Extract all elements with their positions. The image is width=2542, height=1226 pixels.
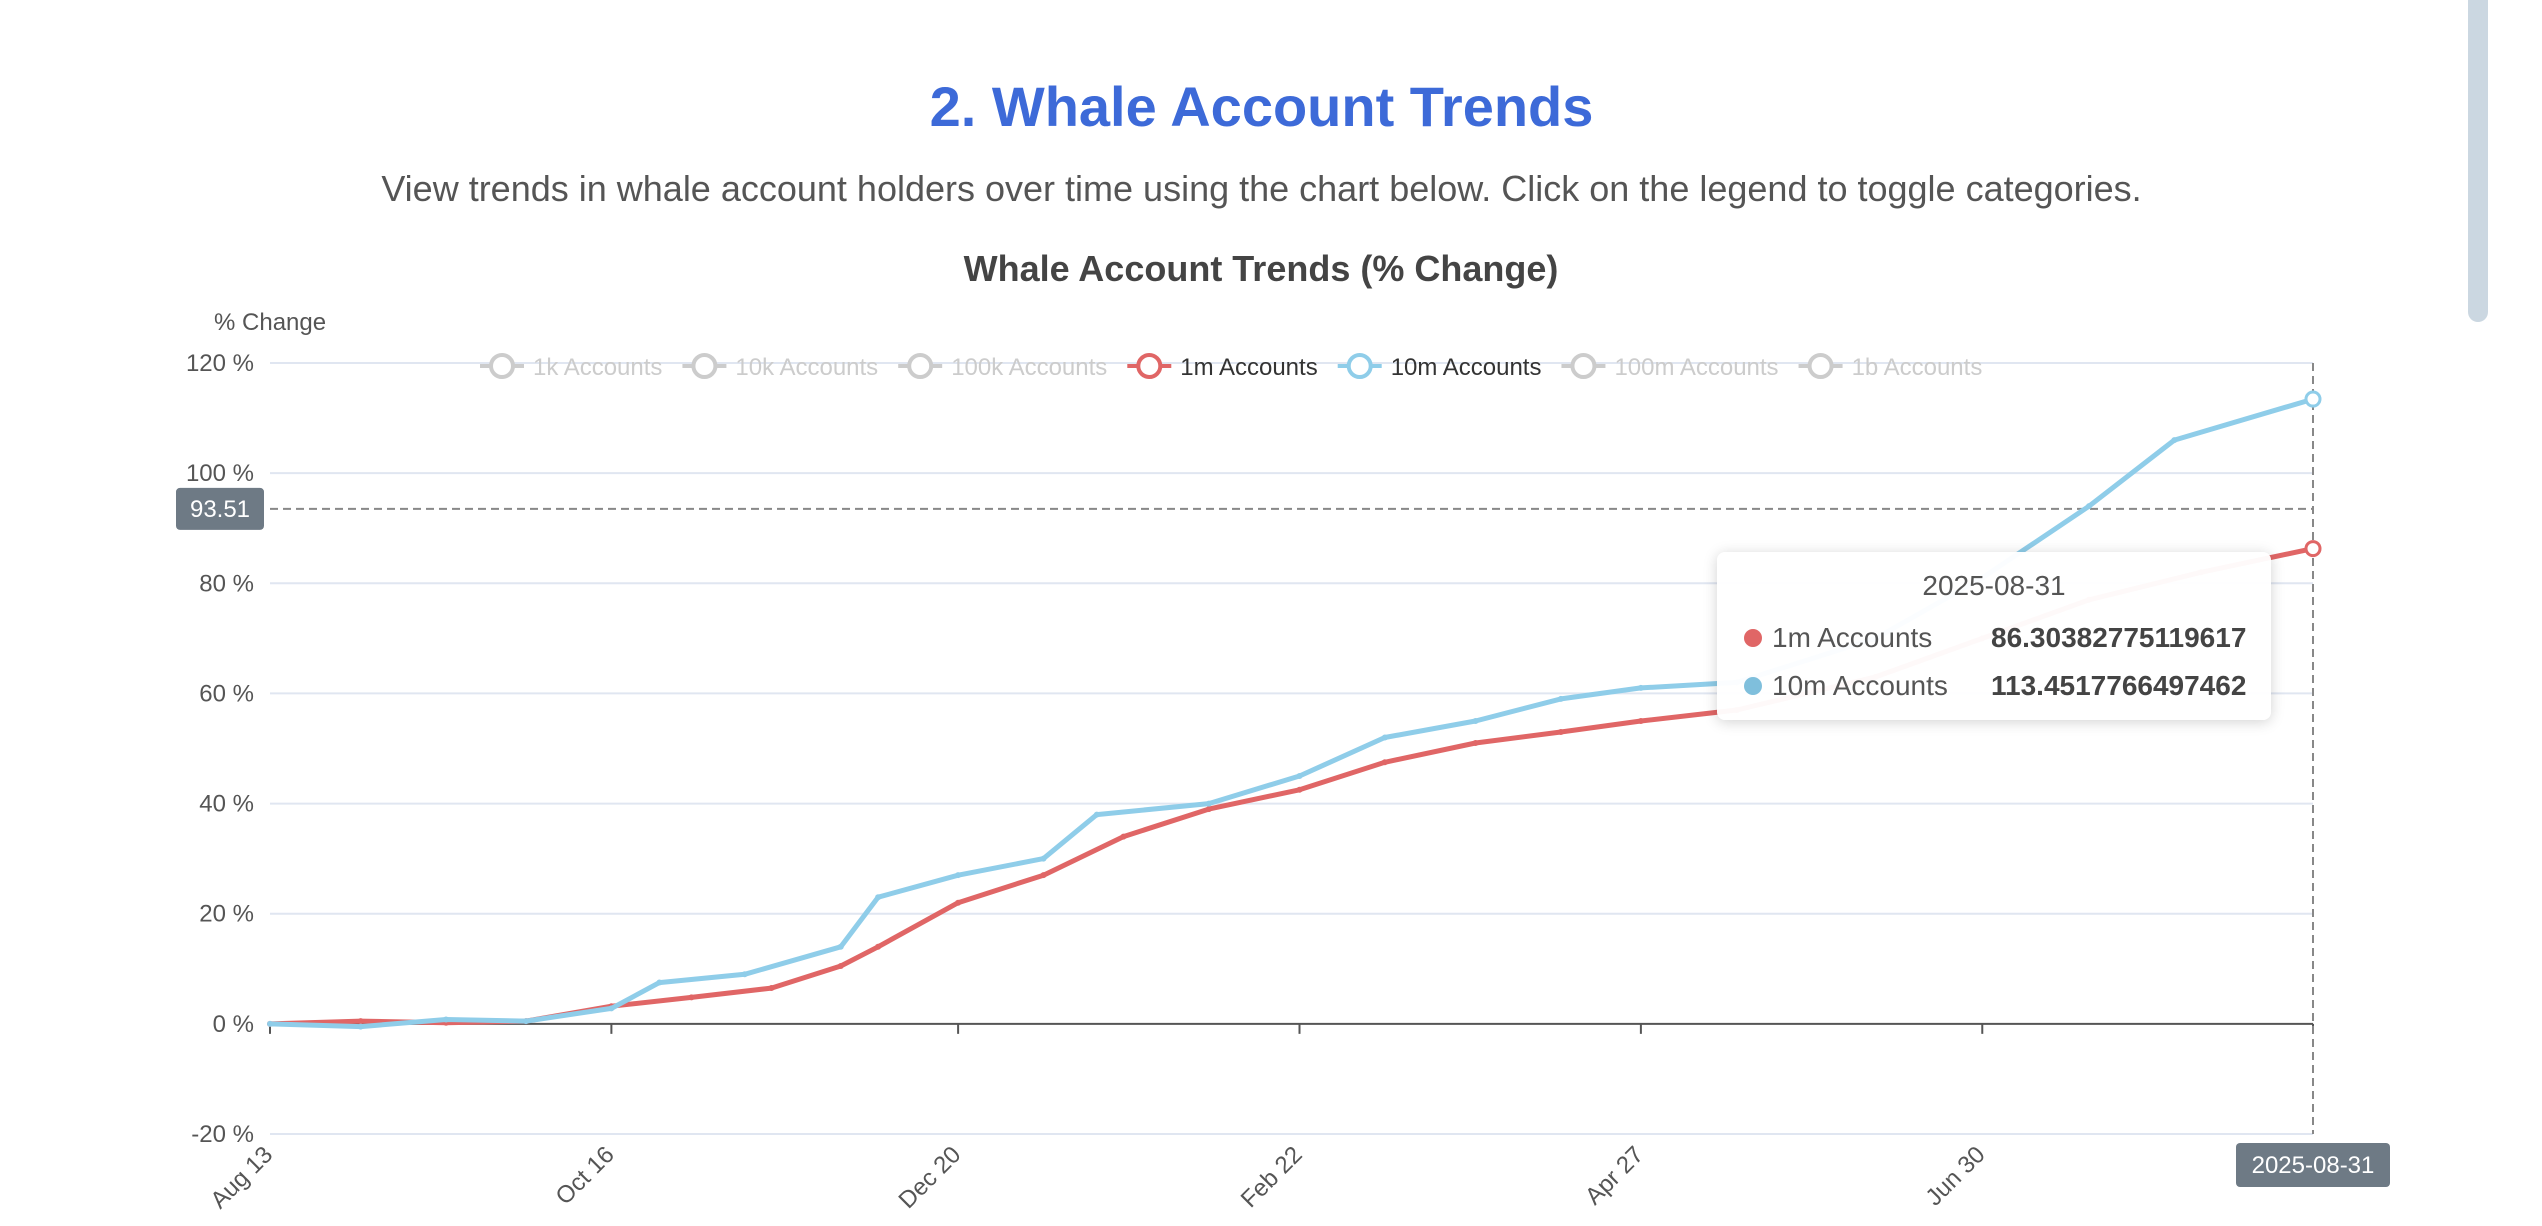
x-tick-label: Feb 22 <box>1236 1141 1308 1213</box>
tooltip: 2025-08-31 1m Accounts 86.30382775119617… <box>1717 552 2271 720</box>
legend-marker-icon <box>691 353 718 379</box>
legend-label: 10m Accounts <box>1391 354 1542 381</box>
legend-item-10m[interactable]: 10m Accounts <box>1337 353 1542 381</box>
data-point-1m <box>768 985 775 992</box>
legend-label: 100m Accounts <box>1614 354 1778 381</box>
data-point-1m <box>1040 872 1047 879</box>
tooltip-value-10m: 113.4517766497462 <box>1991 670 2247 701</box>
y-tick-label: 40 % <box>199 791 254 818</box>
tooltip-dot-1m <box>1744 629 1762 647</box>
crosshair-x-badge <box>2236 1143 2390 1187</box>
legend-item-100k[interactable]: 100k Accounts <box>898 353 1107 381</box>
highlight-point-1m <box>2304 540 2322 558</box>
crosshair: 93.51 2025-08-31 <box>176 363 2390 1187</box>
data-point-10m <box>1093 811 1100 818</box>
y-tick-label: 80 % <box>199 570 254 597</box>
y-tick-label: 20 % <box>199 901 254 928</box>
tooltip-value-1m: 86.30382775119617 <box>1991 622 2247 653</box>
data-point-10m <box>955 872 962 879</box>
data-point-10m <box>1296 773 1303 780</box>
data-point-10m <box>608 1005 615 1012</box>
legend-item-1k[interactable]: 1k Accounts <box>480 353 662 381</box>
x-axis-ticks: Aug 13 Oct 16 Dec 20 Feb 22 Apr 27 Jun 30 <box>205 1141 1990 1214</box>
legend-marker-icon <box>1136 353 1163 379</box>
legend-item-100m[interactable]: 100m Accounts <box>1561 353 1779 381</box>
data-point-1m <box>1637 717 1644 724</box>
legend-item-1m[interactable]: 1m Accounts <box>1127 353 1318 381</box>
y-axis-ticks: -20 % 0 % 20 % 40 % 60 % 80 % 100 % 120 % <box>186 350 254 1148</box>
legend-marker-icon <box>489 353 515 379</box>
y-tick-label: -20 % <box>191 1121 254 1148</box>
data-point-1m <box>1296 786 1303 793</box>
legend-item-1b[interactable]: 1b Accounts <box>1798 353 1983 381</box>
data-point-10m <box>523 1018 530 1025</box>
data-point-1m <box>875 943 882 950</box>
x-tick-label: Oct 16 <box>551 1141 620 1210</box>
x-tick-label: Apr 27 <box>1580 1141 1649 1210</box>
legend-marker-icon <box>1570 353 1597 379</box>
legend-label: 1m Accounts <box>1180 354 1317 381</box>
data-point-10m <box>357 1023 364 1030</box>
data-point-1m <box>955 899 962 906</box>
legend-marker-icon <box>1346 353 1373 379</box>
legend[interactable]: 1k Accounts 10k Accounts 100k Accounts 1m A… <box>480 353 1983 381</box>
crosshair-x-label: 2025-08-31 <box>2252 1152 2375 1179</box>
legend-label: 100k Accounts <box>951 354 1107 381</box>
data-point-10m <box>1040 855 1047 862</box>
data-point-1m <box>1205 806 1212 813</box>
legend-label: 1k Accounts <box>533 354 662 381</box>
tooltip-dot-10m <box>1744 677 1762 695</box>
data-point-1m <box>1120 833 1127 840</box>
y-axis-label: % Change <box>214 309 326 336</box>
tooltip-name-10m: 10m Accounts <box>1772 670 1948 701</box>
data-point-10m <box>1205 800 1212 807</box>
page-subtitle: View trends in whale account holders ove… <box>381 168 2142 209</box>
data-point-10m <box>656 979 663 986</box>
x-tick-label: Jun 30 <box>1920 1141 1990 1211</box>
data-point-10m <box>837 943 844 950</box>
page-title: 2. Whale Account Trends <box>929 75 1594 138</box>
data-point-10m <box>443 1016 450 1023</box>
scrollbar-thumb[interactable] <box>2468 0 2488 322</box>
legend-label: 1b Accounts <box>1852 354 1983 381</box>
legend-item-10k[interactable]: 10k Accounts <box>682 353 878 381</box>
tooltip-name-1m: 1m Accounts <box>1772 622 1933 653</box>
data-point-10m <box>741 971 748 978</box>
crosshair-y-badge <box>176 487 264 530</box>
data-point-10m <box>1637 684 1644 691</box>
data-point-1m <box>357 1018 364 1025</box>
data-point-10m <box>1381 734 1388 741</box>
tooltip-row-1m: 1m Accounts 86.30382775119617 <box>1744 618 2264 658</box>
x-tick-label: Aug 13 <box>205 1141 278 1214</box>
data-point-10m <box>1557 695 1564 702</box>
y-tick-label: 120 % <box>186 350 254 377</box>
legend-marker-icon <box>1807 353 1834 379</box>
legend-marker-icon <box>907 353 934 379</box>
data-point-10m <box>2171 437 2178 444</box>
data-point-1m <box>1381 759 1388 766</box>
data-point-1m <box>1557 728 1564 735</box>
highlight-point-10m <box>2304 390 2322 408</box>
tooltip-row-10m: 10m Accounts 113.4517766497462 <box>1744 666 2264 706</box>
data-point-10m <box>2085 503 2092 510</box>
data-point-1m <box>837 963 844 970</box>
tooltip-date: 2025-08-31 <box>1922 570 2066 601</box>
y-tick-label: 100 % <box>186 460 254 487</box>
chart-title: Whale Account Trends (% Change) <box>964 248 1559 289</box>
grid-lines <box>270 362 2313 1135</box>
x-axis <box>269 1023 2314 1034</box>
data-point-10m <box>267 1020 273 1027</box>
x-tick-label: Dec 20 <box>893 1141 966 1214</box>
data-point-10m <box>875 894 882 901</box>
data-point-10m <box>1472 717 1479 724</box>
legend-label: 10k Accounts <box>735 354 878 381</box>
y-tick-label: 0 % <box>213 1011 254 1038</box>
crosshair-y-label: 93.51 <box>190 496 250 523</box>
data-point-1m <box>1472 739 1479 746</box>
y-tick-label: 60 % <box>199 680 254 707</box>
data-point-1m <box>688 994 695 1001</box>
